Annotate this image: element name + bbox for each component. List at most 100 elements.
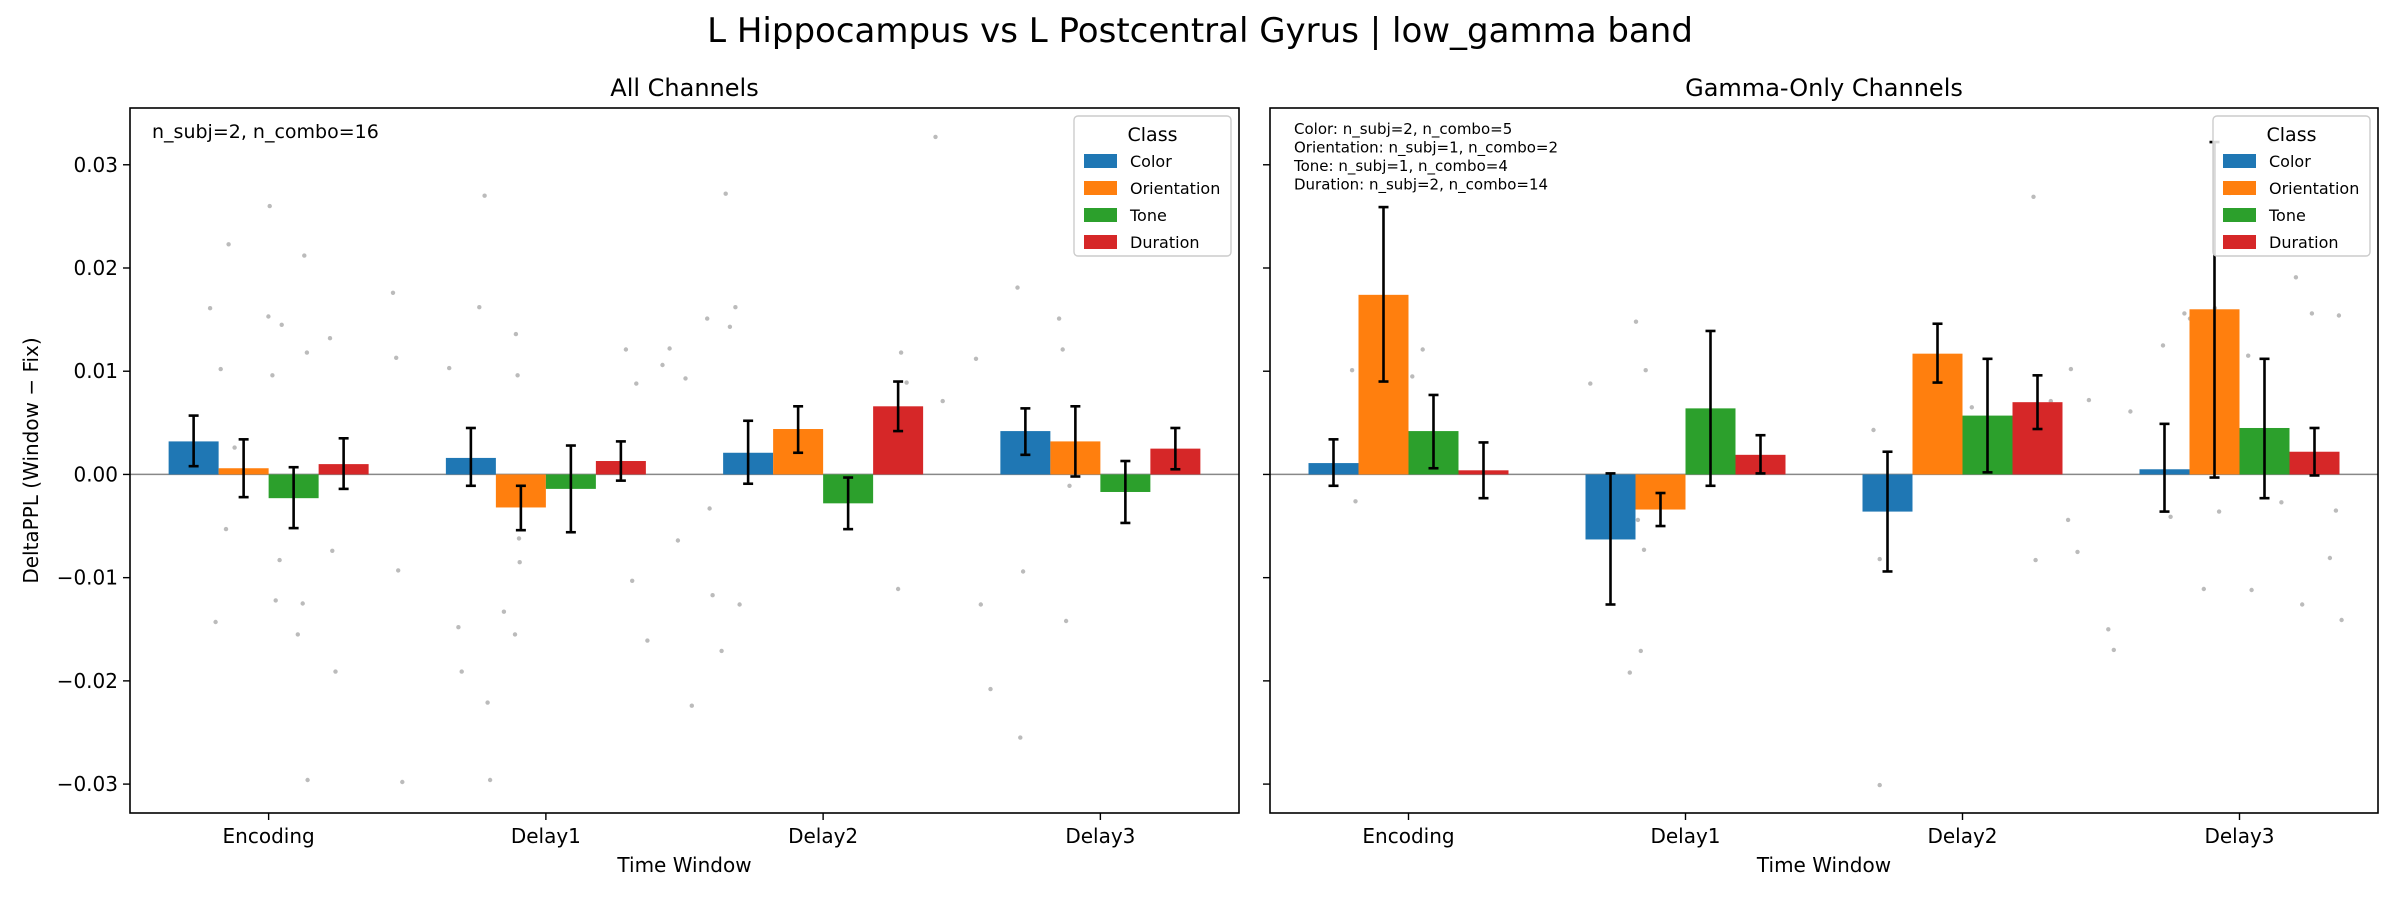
legend-label-duration: Duration	[2269, 233, 2339, 252]
data-point	[1056, 316, 1062, 321]
figure-title: L Hippocampus vs L Postcentral Gyrus | l…	[707, 11, 1693, 51]
data-point	[898, 350, 904, 355]
data-point	[1643, 368, 1648, 373]
data-point	[1638, 648, 1644, 654]
legend-label-orientation: Orientation	[2269, 179, 2359, 198]
data-point	[2111, 647, 2116, 653]
data-point	[623, 347, 629, 352]
data-point	[710, 593, 715, 598]
x-axis-label-left: Time Window	[616, 853, 751, 877]
error-bar-orientation-encoding	[1378, 205, 1389, 383]
legend-swatch-tone	[2223, 208, 2256, 222]
axes-frame	[129, 107, 1240, 814]
data-point	[1060, 347, 1065, 352]
legend-label-tone: Tone	[2268, 206, 2306, 225]
data-point	[634, 381, 639, 386]
data-point	[516, 536, 522, 541]
data-point	[327, 336, 333, 341]
data-point	[501, 609, 507, 614]
error-bar-orientation-delay2	[793, 405, 804, 455]
data-point	[390, 290, 396, 295]
legend-label-tone: Tone	[1129, 206, 1167, 225]
legend-title: Class	[1128, 124, 1178, 146]
error-bar-orientation-delay1	[515, 484, 526, 532]
legend-swatch-color	[2223, 154, 2256, 168]
data-point	[1353, 499, 1358, 504]
error-bar-color-encoding	[188, 414, 199, 468]
error-bar-duration-delay3	[1170, 426, 1181, 471]
data-point	[447, 365, 452, 371]
data-point	[2339, 617, 2344, 623]
x-tick-label-delay3: Delay3	[2204, 824, 2274, 848]
panel-gamma-only: Gamma-Only Channels Time Window Color: n…	[1263, 74, 2379, 877]
error-bar-tone-delay2	[1982, 357, 1993, 474]
y-tick-label: 0.00	[73, 462, 118, 486]
data-point	[1633, 319, 1639, 324]
error-bar-tone-encoding	[288, 465, 299, 530]
x-tick-label-encoding: Encoding	[223, 824, 315, 848]
data-point	[232, 445, 237, 450]
data-point	[330, 548, 335, 553]
error-bar-color-delay1	[1605, 472, 1616, 606]
data-point	[2075, 549, 2080, 555]
data-point	[705, 316, 710, 321]
data-point	[933, 134, 938, 140]
data-point	[723, 191, 728, 196]
data-point	[645, 638, 650, 643]
data-point	[2128, 409, 2133, 414]
data-point	[1063, 618, 1069, 624]
data-point	[2068, 366, 2074, 372]
plot-area	[130, 134, 1239, 785]
data-point	[1635, 517, 1641, 523]
data-point	[2086, 397, 2092, 403]
legend-title: Class	[2267, 124, 2317, 146]
data-point	[660, 362, 665, 368]
legend-swatch-orientation	[1084, 181, 1117, 195]
data-point	[2031, 194, 2036, 199]
error-bar-duration-delay2	[893, 380, 904, 433]
annotation-line: n_subj=2, n_combo=16	[152, 121, 379, 143]
plot-area	[1270, 138, 2378, 788]
data-point	[1067, 483, 1072, 488]
panel-title-gamma-only: Gamma-Only Channels	[1685, 74, 1963, 102]
data-point	[737, 602, 742, 607]
error-bar-color-delay3	[2159, 422, 2170, 513]
data-point	[400, 779, 405, 785]
x-tick-label-delay2: Delay2	[788, 824, 858, 848]
annotation-line: Duration: n_subj=2, n_combo=14	[1294, 176, 1548, 195]
data-point	[1877, 782, 1882, 788]
error-bar-color-delay1	[465, 426, 476, 488]
data-point	[300, 601, 305, 606]
legend-label-orientation: Orientation	[1130, 179, 1220, 198]
data-point	[2201, 586, 2206, 592]
data-point	[1588, 381, 1593, 386]
x-tick-label-delay1: Delay1	[1650, 824, 1720, 848]
data-point	[1020, 569, 1026, 574]
error-bar-duration-delay3	[2309, 426, 2320, 477]
data-point	[2333, 508, 2339, 513]
data-point	[295, 632, 300, 637]
data-point	[707, 506, 712, 511]
data-point	[394, 355, 399, 360]
data-point	[2336, 313, 2342, 318]
panel-title-all-channels: All Channels	[610, 74, 758, 102]
y-axis-label: DeltaPPL (Window − Fix)	[19, 337, 43, 583]
data-point	[973, 356, 979, 361]
x-tick-label-delay2: Delay2	[1927, 824, 1997, 848]
error-bar-orientation-encoding	[238, 438, 249, 499]
data-point	[630, 578, 635, 583]
data-point	[1871, 427, 1876, 433]
x-axis-label-right: Time Window	[1756, 853, 1891, 877]
data-point	[2327, 555, 2333, 561]
data-point	[2293, 275, 2299, 280]
data-point	[270, 373, 275, 378]
data-point	[689, 703, 694, 708]
data-point	[2246, 353, 2251, 358]
data-point	[940, 398, 945, 404]
error-bar-color-delay2	[1882, 450, 1893, 573]
data-point	[1349, 368, 1355, 373]
data-point	[895, 586, 901, 592]
data-point	[396, 568, 401, 573]
data-point	[988, 686, 993, 692]
